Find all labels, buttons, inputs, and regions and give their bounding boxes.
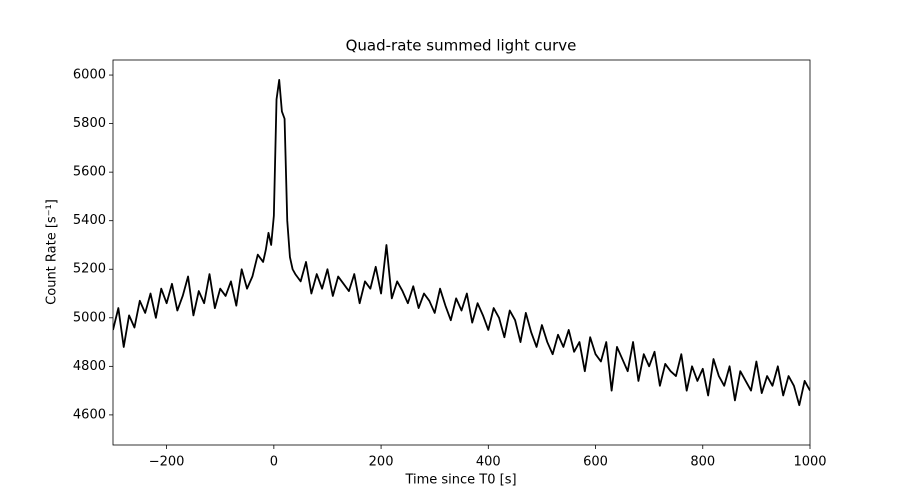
x-tick-label: 400	[476, 455, 501, 470]
y-tick-label: 6000	[73, 68, 106, 83]
x-tick-label: 0	[270, 455, 278, 470]
y-tick-label: 5800	[73, 116, 106, 131]
data-line	[113, 79, 810, 407]
y-axis-label: Count Rate [s⁻¹]	[45, 199, 60, 305]
y-tick-label: 4600	[73, 407, 106, 422]
plot-frame	[112, 59, 811, 446]
x-tick-label: 200	[369, 455, 394, 470]
x-tick-label: 800	[690, 455, 715, 470]
chart-title: Quad-rate summed light curve	[346, 37, 577, 55]
x-axis-label: Time since T0 [s]	[404, 473, 516, 488]
x-tick-label: 600	[583, 455, 608, 470]
y-tick-label: 5600	[73, 165, 106, 180]
x-tick-label: −200	[149, 455, 185, 470]
y-tick-label: 4800	[73, 359, 106, 374]
x-tick-label: 1000	[793, 455, 826, 470]
y-tick-label: 5200	[73, 262, 106, 277]
y-tick-label: 5400	[73, 213, 106, 228]
y-tick-label: 5000	[73, 310, 106, 325]
